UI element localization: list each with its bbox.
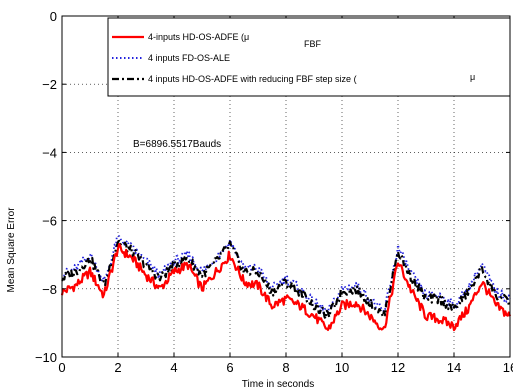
legend-box bbox=[107, 17, 511, 97]
y-tick-label: −8 bbox=[42, 282, 57, 297]
y-axis-label: Mean Square Error bbox=[6, 207, 17, 293]
x-tick-label: 2 bbox=[114, 360, 121, 375]
y-tick-label: −10 bbox=[35, 350, 57, 365]
series-line-0 bbox=[60, 243, 512, 332]
x-tick-label: 14 bbox=[447, 360, 461, 375]
x-tick-label: 8 bbox=[282, 360, 289, 375]
legend-label-3: 4 inputs HD-OS-ADFE with reducing FBF st… bbox=[148, 74, 357, 84]
x-axis-label: Time in seconds bbox=[242, 379, 314, 390]
legend-label-2: 4 inputs FD-OS-ALE bbox=[148, 53, 230, 63]
x-tick-label: 4 bbox=[170, 360, 177, 375]
x-tick-label: 10 bbox=[335, 360, 349, 375]
legend: 4-inputs HD-OS-ADFE (μ FBF 4 inputs FD-O… bbox=[107, 17, 511, 97]
x-tick-label: 6 bbox=[226, 360, 233, 375]
bandwidth-annotation: B=6896.5517Bauds bbox=[133, 139, 221, 150]
ticks: 0 2 4 6 8 10 12 14 16 0 −2 −4 −6 −8 −10 bbox=[35, 9, 513, 375]
y-tick-label: −4 bbox=[42, 145, 57, 160]
series-line-2 bbox=[61, 239, 511, 320]
x-tick-label: 16 bbox=[503, 360, 513, 375]
legend-sub-3: μ bbox=[470, 72, 475, 82]
y-tick-label: −2 bbox=[42, 77, 57, 92]
y-tick-label: 0 bbox=[50, 9, 57, 24]
series-layer bbox=[60, 235, 512, 332]
legend-label-1: 4-inputs HD-OS-ADFE (μ bbox=[148, 32, 249, 42]
legend-sub-1: FBF bbox=[304, 39, 322, 49]
x-tick-label: 0 bbox=[58, 360, 65, 375]
y-tick-label: −6 bbox=[42, 214, 57, 229]
x-tick-label: 12 bbox=[391, 360, 405, 375]
